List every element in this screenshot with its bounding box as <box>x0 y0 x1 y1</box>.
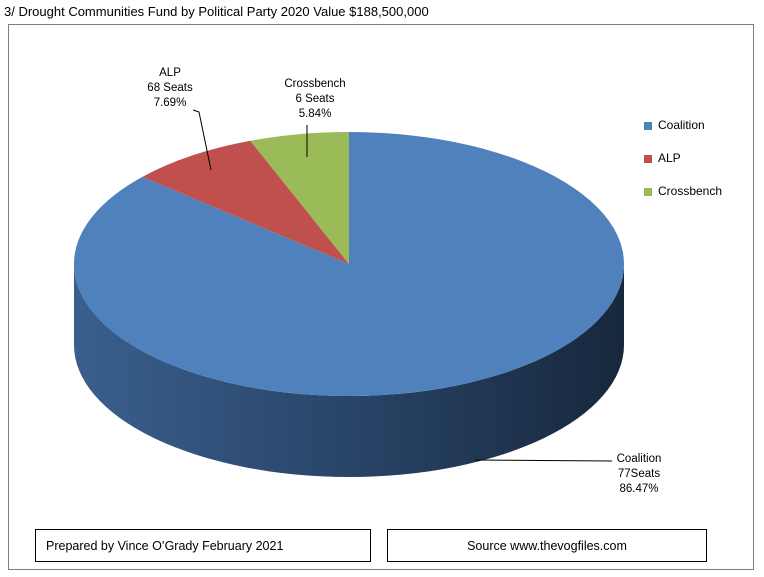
crossbench-label-percent: 5.84% <box>298 108 332 120</box>
source-text: Source www.thevogfiles.com <box>467 538 627 553</box>
legend-item-alp: ALP <box>644 151 722 184</box>
legend-label-crossbench: Crossbench <box>658 184 723 198</box>
legend-swatch-alp <box>644 155 652 163</box>
leader-line-alp <box>192 109 212 171</box>
data-label-crossbench: Crossbench 6 Seats 5.84% <box>277 77 353 122</box>
coalition-label-percent: 86.47% <box>619 483 659 495</box>
alp-label-percent: 7.69% <box>153 97 187 109</box>
source-box: Source www.thevogfiles.com <box>387 529 707 562</box>
pie-slice-crossbench <box>250 132 349 264</box>
alp-label-name: ALP <box>159 67 181 79</box>
crossbench-label-name: Crossbench <box>284 78 346 90</box>
chart-frame <box>8 24 754 570</box>
pie-side-wall <box>74 264 624 477</box>
legend-swatch-coalition <box>644 122 652 130</box>
pie-slice-coalition <box>73 132 624 396</box>
crossbench-label-seats: 6 Seats <box>295 93 335 105</box>
alp-label-seats: 68 Seats <box>147 82 193 94</box>
legend-item-coalition: Coalition <box>644 118 722 151</box>
coalition-label-name: Coalition <box>616 453 662 465</box>
pie-slice-alp <box>142 140 349 264</box>
legend-label-alp: ALP <box>658 151 681 165</box>
chart-title: 3/ Drought Communities Fund by Political… <box>4 4 429 19</box>
legend-label-coalition: Coalition <box>658 118 705 132</box>
coalition-label-seats: 77Seats <box>617 468 661 480</box>
prepared-by-text: Prepared by Vince O’Grady February 2021 <box>46 538 284 553</box>
prepared-by-box: Prepared by Vince O’Grady February 2021 <box>35 529 371 562</box>
legend: Coalition ALP Crossbench <box>644 118 722 217</box>
data-label-alp: ALP 68 Seats 7.69% <box>140 66 200 111</box>
legend-swatch-crossbench <box>644 188 652 196</box>
legend-item-crossbench: Crossbench <box>644 184 722 217</box>
data-label-coalition: Coalition 77Seats 86.47% <box>609 452 669 497</box>
leader-line-coalition <box>474 459 613 462</box>
